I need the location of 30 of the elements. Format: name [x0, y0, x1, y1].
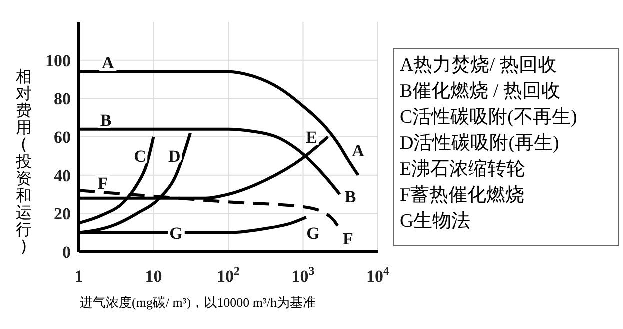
x-tick-label: 1 — [74, 267, 84, 286]
y-tick-label: 80 — [54, 90, 71, 109]
text: C活性碳吸附(不再生) — [400, 106, 578, 130]
y-tick-label: 20 — [54, 204, 71, 224]
text: G生物法 — [400, 210, 472, 234]
text: G — [306, 224, 320, 243]
x-tick-label: 10$^{4}$ — [366, 264, 390, 286]
text: E沸石浓缩转轮 — [400, 158, 527, 182]
x-axis-title: 进气浓度(mg碳/ m³)，以10000 m³/h为基准 — [80, 294, 316, 312]
text: D活性碳吸附(再生) — [400, 132, 560, 156]
y-tick-label: 100 — [46, 51, 71, 70]
series-label: D — [168, 147, 181, 166]
text: A热力焚烧/ 热回收 — [400, 54, 558, 78]
series-label: B — [100, 110, 112, 130]
x-tick-label: 10$^{2}$ — [217, 264, 240, 286]
text: F蓄热催化燃烧 — [400, 184, 526, 208]
y-tick-label: 40 — [54, 166, 71, 186]
text: B催化燃烧 / 热回收 — [400, 80, 562, 104]
text: B — [344, 187, 356, 206]
series-label: C — [134, 147, 146, 166]
y-tick-label: 0 — [62, 243, 71, 262]
series-label: F — [98, 174, 108, 193]
y-tick-label: 60 — [54, 128, 71, 147]
series-label: A — [102, 53, 115, 72]
text: 相对费用(投资和运行) — [16, 67, 32, 256]
x-tick-label: 10 — [145, 267, 162, 286]
text: A — [352, 141, 364, 160]
text: F — [343, 230, 354, 249]
series-label: E — [306, 128, 318, 147]
x-tick-label: 10$^{3}$ — [292, 264, 315, 286]
